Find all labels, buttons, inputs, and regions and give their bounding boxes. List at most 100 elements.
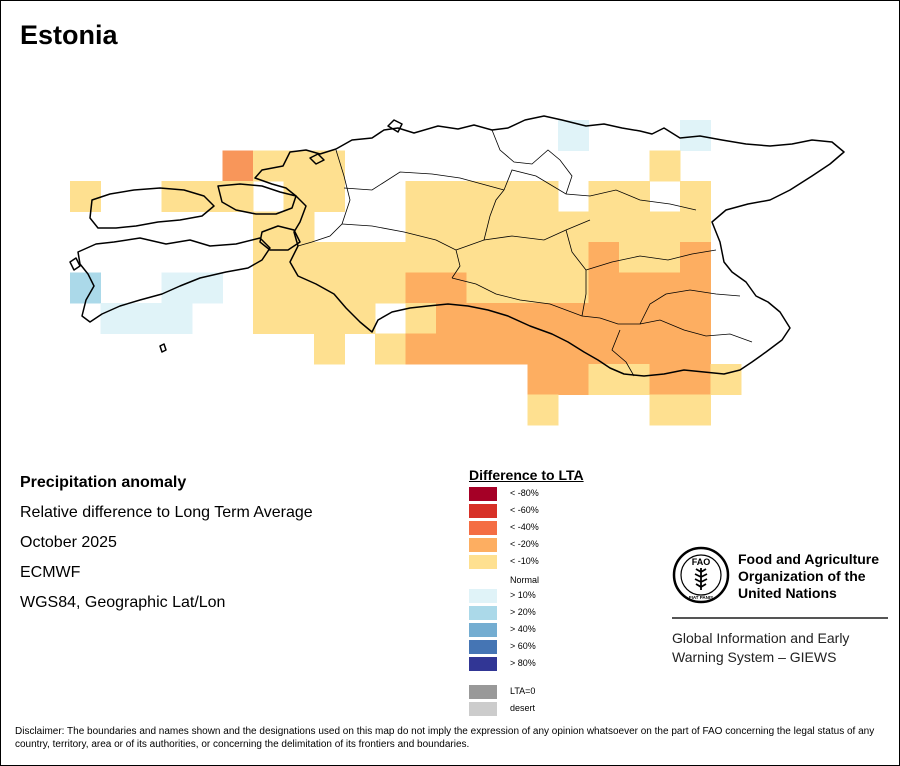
legend-normal-label: Normal bbox=[510, 575, 540, 585]
grid-cell bbox=[649, 242, 681, 273]
grid-cell bbox=[283, 242, 315, 273]
grid-cell bbox=[161, 303, 193, 334]
grid-cell bbox=[649, 303, 681, 334]
grid-cell bbox=[222, 181, 254, 212]
estonia-map bbox=[69, 115, 845, 426]
legend-label: desert bbox=[510, 703, 536, 713]
grid-cell bbox=[436, 303, 467, 334]
grid-cell bbox=[527, 303, 559, 334]
legend-swatch bbox=[469, 504, 497, 518]
grid-cell bbox=[619, 181, 650, 212]
grid-cell bbox=[283, 181, 315, 212]
grid-cell bbox=[344, 303, 376, 334]
grid-cell bbox=[588, 181, 620, 212]
legend-label: > 10% bbox=[510, 590, 536, 600]
grid-cell bbox=[314, 272, 345, 304]
legend-label: < -60% bbox=[510, 505, 539, 515]
grid-cell bbox=[588, 272, 620, 304]
grid-cell bbox=[466, 272, 498, 304]
legend-label: > 60% bbox=[510, 641, 536, 651]
grid-cell bbox=[436, 181, 467, 212]
fao-divider bbox=[672, 617, 888, 619]
grid-cell bbox=[405, 211, 437, 243]
grid-cell bbox=[680, 394, 711, 426]
grid-cell bbox=[680, 211, 711, 243]
legend-label: > 40% bbox=[510, 624, 536, 634]
grid-cell bbox=[161, 181, 193, 212]
fao-name-line-3: United Nations bbox=[738, 585, 837, 601]
grid-cell bbox=[527, 181, 559, 212]
legend-label: < -10% bbox=[510, 556, 539, 566]
grid-cell bbox=[436, 272, 467, 304]
fao-organization-name: Food and Agriculture Organization of the… bbox=[738, 551, 879, 602]
country-outline bbox=[69, 115, 845, 377]
grid-cell bbox=[649, 150, 681, 182]
legend-swatch bbox=[469, 487, 497, 501]
grid-cell bbox=[70, 181, 101, 212]
grid-cell bbox=[497, 272, 528, 304]
fao-name-line-1: Food and Agriculture bbox=[738, 551, 880, 567]
grid-cell bbox=[527, 394, 559, 426]
grid-cell bbox=[680, 303, 711, 334]
grid-cell bbox=[619, 272, 650, 304]
grid-cell bbox=[344, 272, 376, 304]
legend-swatch bbox=[469, 555, 497, 569]
grid-cell bbox=[253, 211, 284, 243]
grid-cell bbox=[680, 272, 711, 304]
disclaimer-text: Disclaimer: The boundaries and names sho… bbox=[15, 726, 875, 750]
grid-cell bbox=[283, 211, 315, 243]
grid-cell bbox=[527, 364, 559, 395]
grid-cell bbox=[558, 120, 589, 151]
grid-cell bbox=[527, 211, 559, 243]
info-source: ECMWF bbox=[20, 564, 81, 581]
legend-label: LTA=0 bbox=[510, 686, 536, 696]
fao-logo-icon: FAO FIAT PANIS bbox=[672, 546, 730, 604]
grid-cell bbox=[436, 242, 467, 273]
grid-cell bbox=[588, 303, 620, 334]
legend-swatch bbox=[469, 589, 497, 603]
legend-label: < -40% bbox=[510, 522, 539, 532]
grid-cell bbox=[710, 364, 742, 395]
grid-cell bbox=[588, 364, 620, 395]
grid-cell bbox=[70, 272, 101, 304]
grid-cell bbox=[253, 303, 284, 334]
grid-cell bbox=[497, 333, 528, 365]
legend-label: < -80% bbox=[510, 488, 539, 498]
legend-swatch bbox=[469, 521, 497, 535]
grid-cell bbox=[466, 242, 498, 273]
grid-cell bbox=[588, 333, 620, 365]
grid-cell bbox=[222, 150, 254, 182]
legend-label: > 80% bbox=[510, 658, 536, 668]
grid-cell bbox=[253, 150, 284, 182]
grid-cell bbox=[375, 272, 406, 304]
fao-logo-letters: FAO bbox=[692, 557, 711, 567]
grid-cell bbox=[527, 272, 559, 304]
grid-cell bbox=[192, 272, 223, 304]
info-heading: Precipitation anomaly bbox=[20, 474, 187, 491]
grid-cell bbox=[680, 181, 711, 212]
grid-cell bbox=[649, 364, 681, 395]
giews-line-1: Global Information and Early bbox=[672, 630, 850, 646]
legend-swatch bbox=[469, 623, 497, 637]
legend-swatch bbox=[469, 685, 497, 699]
grid-cell bbox=[405, 272, 437, 304]
grid-cell bbox=[466, 181, 498, 212]
grid-cell bbox=[344, 242, 376, 273]
map-title: Estonia bbox=[20, 20, 118, 50]
grid-cell bbox=[131, 303, 162, 334]
grid-cell bbox=[527, 242, 559, 273]
grid-cell bbox=[497, 242, 528, 273]
legend-swatch bbox=[469, 538, 497, 552]
grid-cell bbox=[497, 181, 528, 212]
grid-cell bbox=[619, 303, 650, 334]
grid-cell bbox=[314, 181, 345, 212]
grid-cell bbox=[558, 303, 589, 334]
legend-label: > 20% bbox=[510, 607, 536, 617]
grid-cell bbox=[588, 211, 620, 243]
grid-cell bbox=[405, 242, 437, 273]
grid-cell bbox=[314, 303, 345, 334]
grid-cell bbox=[649, 211, 681, 243]
giews-name: Global Information and Early Warning Sys… bbox=[672, 629, 849, 667]
grid-cell bbox=[405, 333, 437, 365]
grid-cell bbox=[619, 333, 650, 365]
